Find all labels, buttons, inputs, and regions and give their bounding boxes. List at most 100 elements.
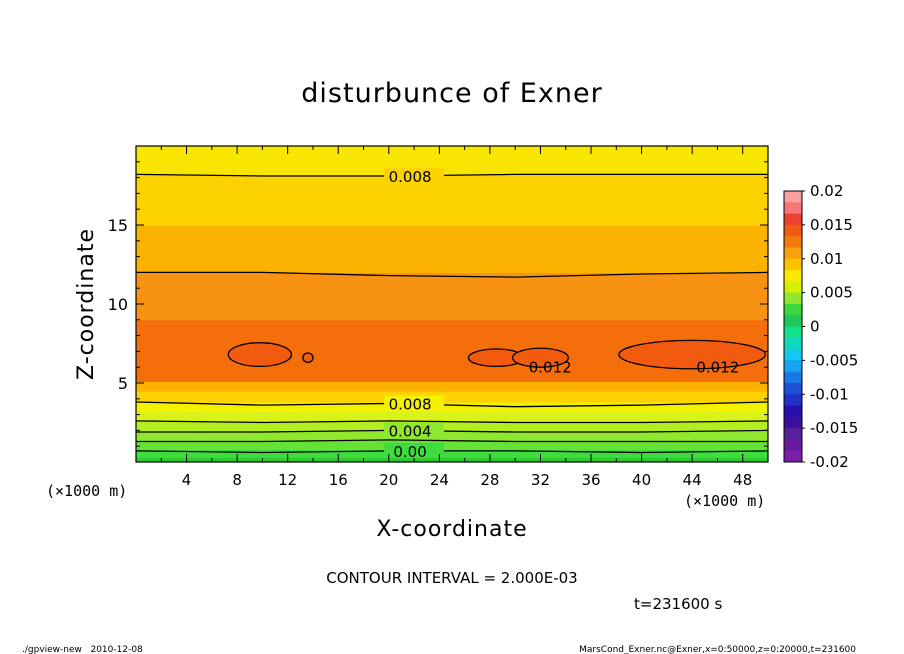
colorbar-tick-label: 0.02 [810,182,843,200]
contour-line-6 [136,450,768,454]
colorbar-swatch [784,382,802,395]
closed-contour-3 [512,347,569,368]
colorbar-swatch [784,371,802,384]
y-tick-label: 15 [108,216,128,235]
colorbar-swatch [784,191,802,203]
x-unit-left: (×1000 m) [46,482,127,500]
colorbar-swatch [784,224,802,237]
x-tick-label: 12 [278,471,297,489]
colorbar-swatch [784,202,802,215]
fill-band-8 [136,381,768,392]
colorbar-swatch [784,394,802,407]
colorbar-swatch [784,258,802,271]
colorbar-swatch [784,315,802,327]
colorbar-tick-label: 0.005 [810,284,853,302]
fill-bands [136,146,768,462]
colorbar-swatch [784,247,802,260]
y-tick-label: 5 [118,374,128,393]
colorbar-swatch [784,236,802,248]
closed-contour-label-4: 0.012 [696,359,739,377]
colorbar-swatch [784,303,802,316]
contour-label-2: 0.008 [389,396,432,414]
colorbar-tick-label: 0 [810,318,820,336]
fill-band-13 [136,146,768,176]
colorbar-swatch [784,349,802,361]
contour-label-4: 0.004 [389,422,432,440]
contour-label-bg-4 [384,422,445,438]
colorbar-swatch [784,213,802,226]
y-tick-label: 10 [108,295,128,314]
closed-contour-1 [302,352,314,364]
colorbar-swatch [784,450,802,463]
colorbar-swatch [784,439,802,452]
contour-label-bg-2 [384,395,445,411]
colorbar-swatch [784,270,802,282]
fill-band-1 [136,449,768,458]
x-axis: 4 8 12 16 20 24 28 32 36 40 44 48 [135,146,769,489]
fill-band-3 [136,430,768,441]
x-tick-label: 16 [329,471,348,489]
x-tick-label: 32 [531,471,550,489]
fill-band-5 [136,411,768,422]
plot-area: 0.008 0.008 0.004 0.00 0.012 0.012 [136,146,768,462]
fill-band-10 [136,272,768,321]
contour-label-0: 0.008 [389,168,432,186]
colorbar-tick-label: -0.01 [810,385,849,403]
fill-band-0 [136,457,768,462]
x-unit-right: (×1000 m) [684,492,765,510]
contour-line-0 [136,173,768,177]
colorbar-tick-label: -0.015 [810,419,858,437]
contour-line-4 [136,429,768,433]
contour-interval: CONTOUR INTERVAL = 2.000E-03 [326,569,577,587]
colorbar-swatch [784,292,802,305]
x-tick-label: 36 [581,471,600,489]
colorbar-swatch [784,281,802,294]
footer-right: MarsCond_Exner.nc@Exner,x=0:50000,z=0:20… [579,645,856,654]
closed-contour-0 [227,342,293,368]
fill-band-6 [136,401,768,413]
colorbar-swatch [784,405,802,418]
colorbar-tick-label: -0.005 [810,351,858,369]
fill-band-12 [136,174,768,226]
contour-label-bg-6 [384,442,445,458]
chart-title: disturbunce of Exner [301,78,602,109]
colorbar-swatch [784,326,802,339]
contour-line-1 [136,271,768,278]
x-axis-label: X-coordinate [376,517,527,542]
x-tick-label: 20 [379,471,398,489]
x-tick-label: 8 [232,471,242,489]
contour-line-5 [136,439,768,443]
y-axis: 5 10 15 [108,145,768,463]
x-tick-label: 48 [733,471,752,489]
footer-left: ./gpview-new 2010-12-08 [22,645,143,654]
closed-contours [227,339,767,370]
colorbar-swatch [784,360,802,373]
time-stamp: t=231600 s [634,595,722,613]
fill-band-2 [136,439,768,450]
colorbar-tick-label: -0.02 [810,453,849,471]
fill-band-11 [136,225,768,273]
colorbar-swatch [784,428,802,440]
colorbar: 0.02 0.015 0.01 0.005 0 -0.005 -0.01 -0.015 -0.0… [783,182,858,471]
fill-band-4 [136,420,768,431]
contour-labels: 0.008 0.008 0.004 0.00 0.012 0.012 [384,168,739,461]
colorbar-tick-label: 0.01 [810,250,843,268]
x-tick-label: 28 [480,471,499,489]
contour-label-6: 0.00 [393,443,426,461]
contour-lines [136,173,768,454]
closed-contour-4 [618,339,767,370]
fill-band-7 [136,390,768,403]
contour-line-2 [136,401,768,408]
contour-label-bg-0 [384,168,445,184]
colorbar-swatch [784,416,802,429]
contour-line-3 [136,420,768,424]
x-tick-label: 24 [430,471,449,489]
colorbar-tick-label: 0.015 [810,216,853,234]
closed-contour-label-3: 0.012 [529,358,572,376]
x-tick-label: 40 [632,471,651,489]
x-tick-label: 44 [683,471,702,489]
x-tick-label: 4 [182,471,192,489]
colorbar-swatch [784,337,802,350]
y-axis-label: Z-coordinate [74,228,99,380]
